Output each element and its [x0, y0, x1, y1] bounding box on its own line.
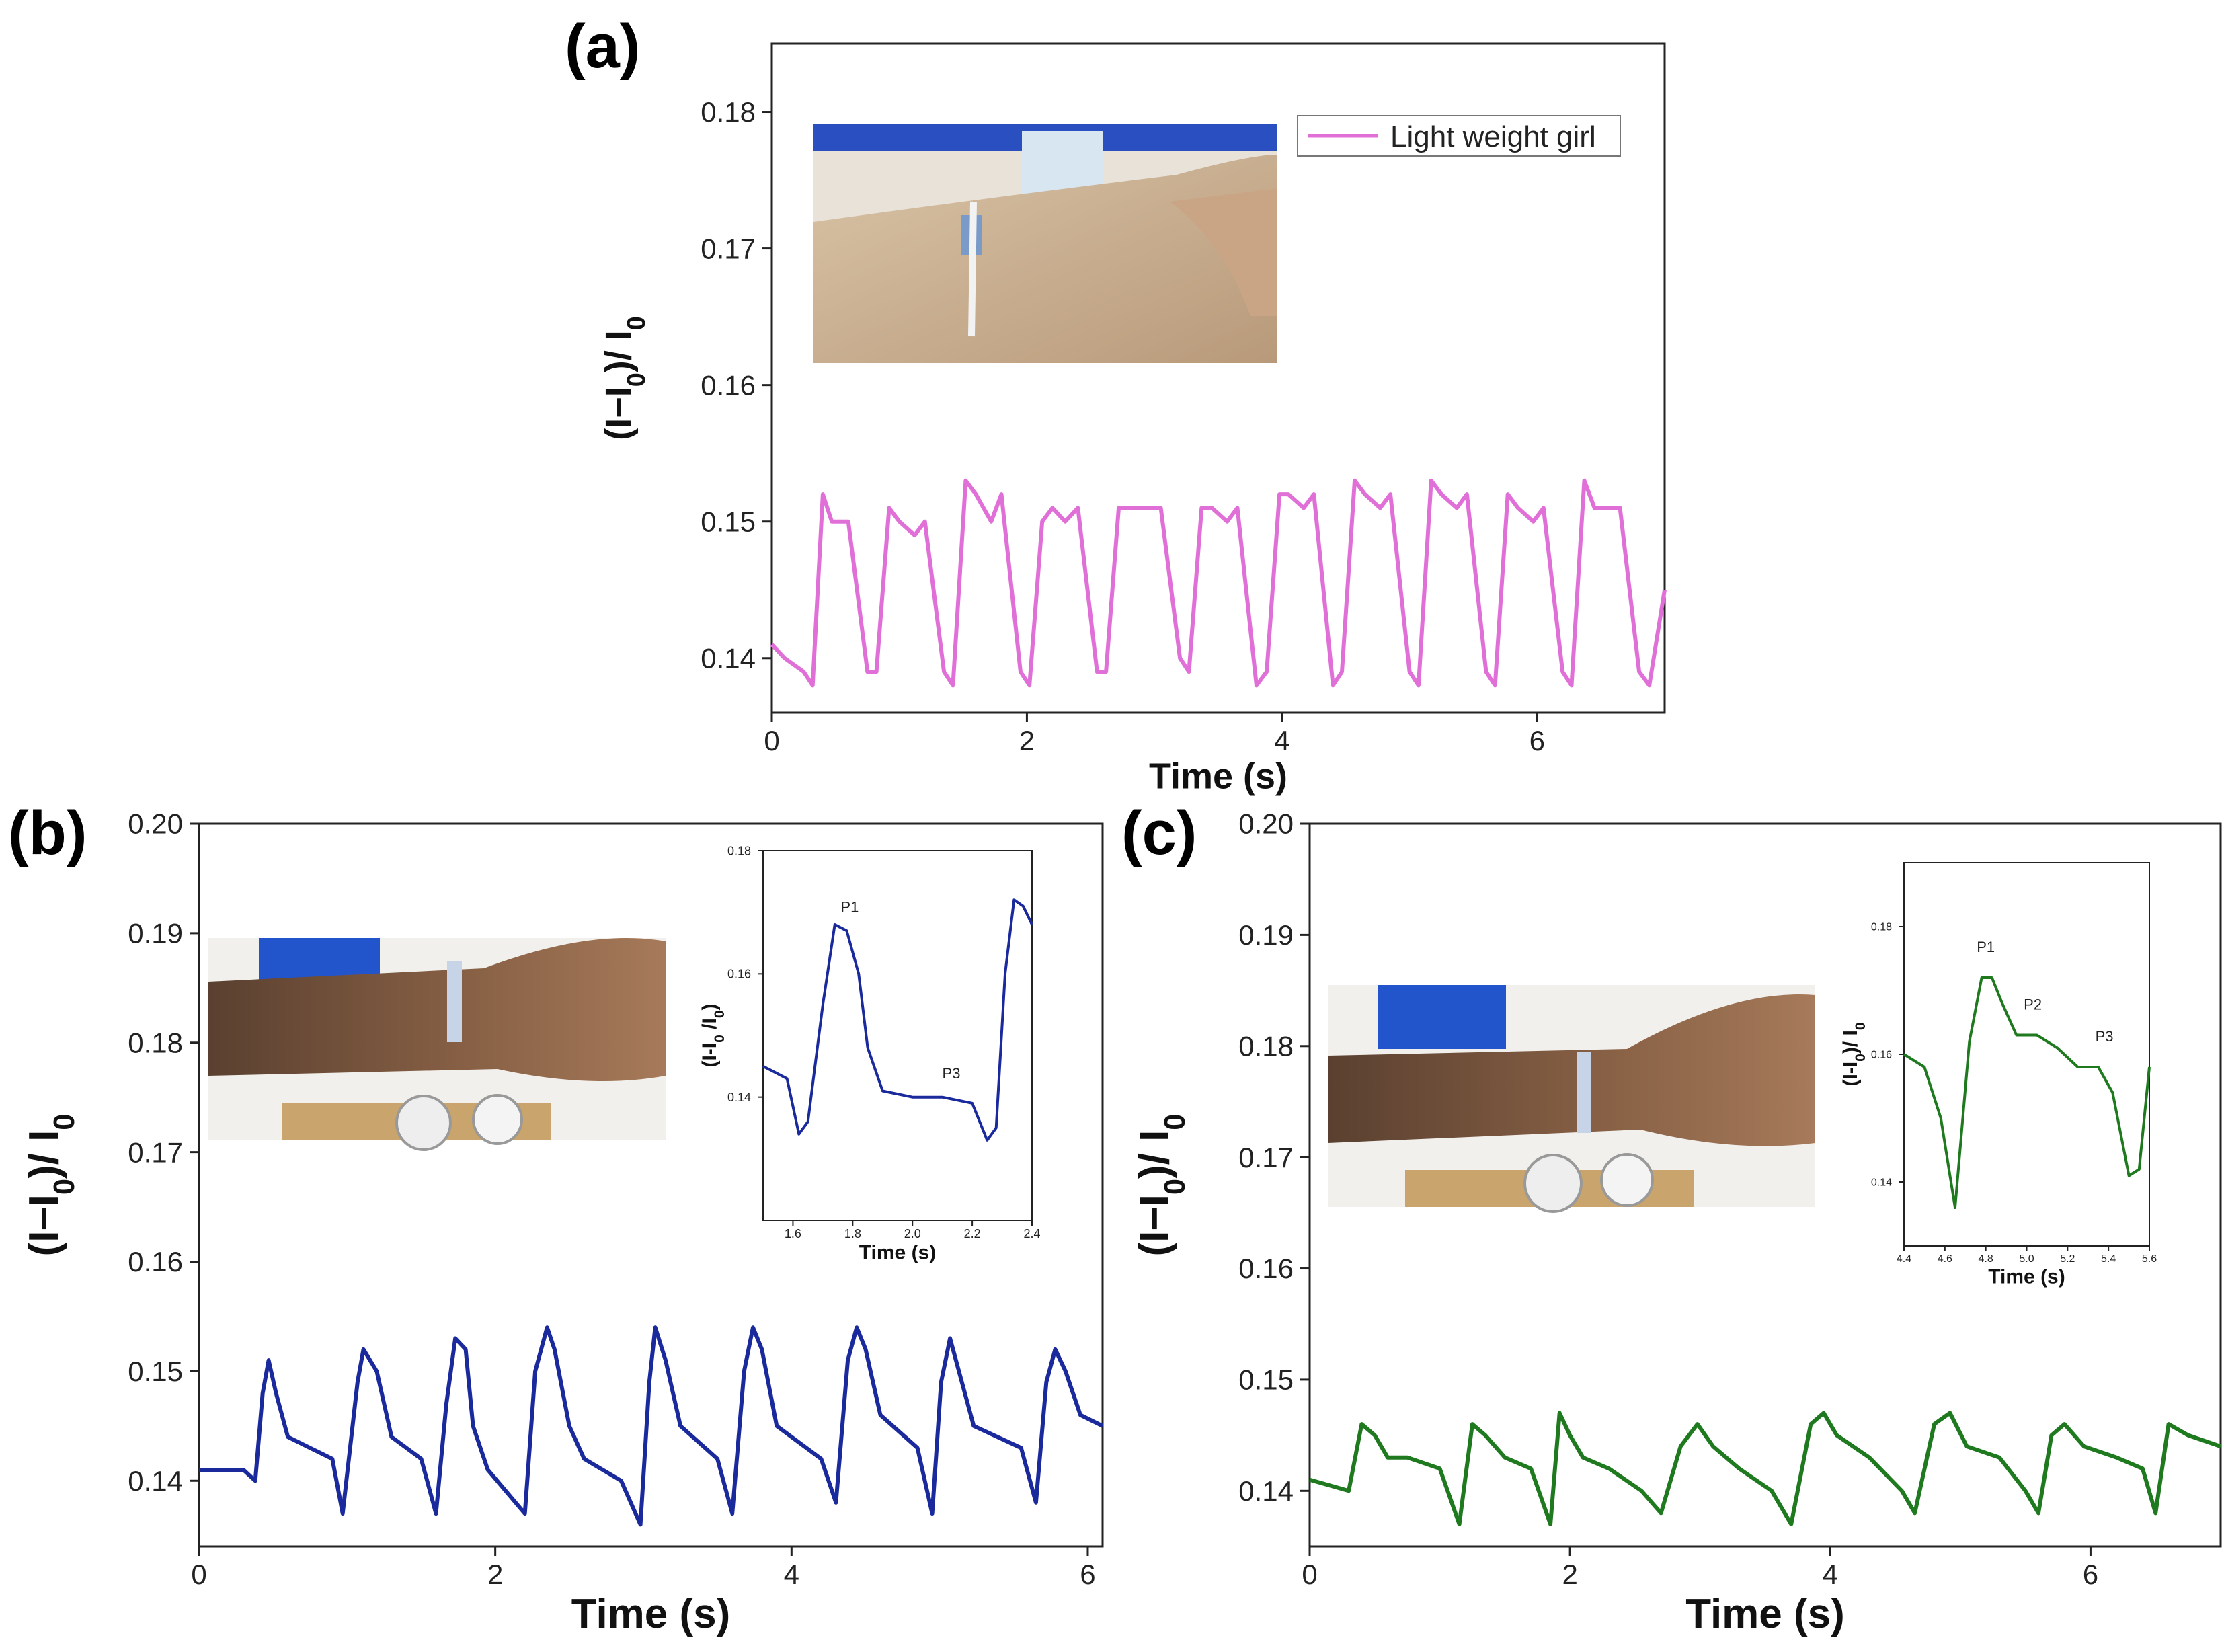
- panel-b-x-tick-label: 2: [487, 1559, 503, 1590]
- panel-b-inset-y-axis-label: (I-I0 /I0): [699, 1003, 727, 1067]
- panel-b-inset-x-axis-label: Time (s): [859, 1242, 936, 1264]
- panel-b-inset-x-tick-label: 1.6: [785, 1227, 801, 1241]
- panel-b-x-tick-label: 4: [784, 1559, 799, 1590]
- panel-a-x-axis-label: Time (s): [1149, 756, 1287, 797]
- wrist-sensor-photo-c: [1328, 985, 1815, 1213]
- panel-c-y-tick-label: 0.14: [1238, 1475, 1294, 1507]
- panel-b-inset-annotation: P3: [943, 1065, 961, 1082]
- panel-b-x-tick-label: 0: [191, 1559, 206, 1590]
- panel-a-x-tick-label: 0: [764, 725, 779, 756]
- panel-label-a: (a): [565, 12, 640, 81]
- panel-b-x-axis-label: Time (s): [571, 1591, 731, 1637]
- panel-c-inset-x-tick-label: 5.4: [2101, 1253, 2116, 1265]
- panel-b-plot-frame: [198, 822, 1104, 1548]
- panel-c-y-tick-label: 0.19: [1238, 919, 1294, 951]
- panel-b-x-tick-label: 6: [1080, 1559, 1095, 1590]
- panel-c-inset-series-line: [1903, 976, 2151, 1209]
- panel-a-plot-frame: [770, 42, 1666, 714]
- panel-a-series-line: [770, 478, 1667, 688]
- panel-c-plot-frame: [1308, 822, 2222, 1548]
- panel-c-inset-x-tick-label: 5.2: [2060, 1253, 2075, 1265]
- panel-b-inset-x-tick-label: 2.0: [904, 1227, 921, 1241]
- panel-b-inset-y-tick-label: 0.16: [727, 968, 751, 981]
- panel-b-y-tick-label: 0.14: [128, 1465, 183, 1497]
- panel-c-inset-annotation: P2: [2024, 996, 2042, 1013]
- panel-b-plot: 0 2 4 6 0.14 0.15 0.16 0.17 0.18 0.19 0.20 Time (s)…: [21, 808, 1104, 1637]
- panel-c-inset-x-axis-label: Time (s): [1988, 1266, 2065, 1288]
- panel-b-y-tick-label: 0.19: [128, 918, 183, 949]
- panel-a-x-tick-label: 6: [1530, 725, 1545, 756]
- panel-b-y-tick-label: 0.15: [128, 1355, 183, 1387]
- panel-a-y-tick-label: 0.16: [701, 369, 756, 401]
- panel-c-x-tick-label: 2: [1562, 1559, 1577, 1590]
- panel-c-inset-plot: 4.4 4.6 4.8 5.0 5.2 5.4 5.6 0.14 0.16 0.18 Time (s…: [1839, 862, 2157, 1288]
- panel-c-y-tick-label: 0.16: [1238, 1253, 1294, 1284]
- panel-c-inset-annotation: P3: [2096, 1028, 2114, 1045]
- panel-c-inset-plot-frame: [1903, 862, 2150, 1247]
- panel-b-inset-y-tick-label: 0.18: [727, 844, 751, 857]
- panel-c-y-tick-label: 0.17: [1238, 1142, 1294, 1173]
- panel-c-y-tick-label: 0.18: [1238, 1030, 1294, 1062]
- panel-c-inset-y-axis-label: (I-I0)/ I0: [1839, 1022, 1868, 1086]
- panel-c-x-tick-label: 6: [2083, 1559, 2098, 1590]
- wrist-sensor-photo-b: [208, 938, 666, 1151]
- panel-a-y-tick-label: 0.15: [701, 506, 756, 537]
- panel-b-series-line: [199, 1325, 1104, 1527]
- panel-a-y-tick-label: 0.17: [701, 233, 756, 264]
- panel-a-y-tick-label: 0.18: [701, 96, 756, 128]
- legend-a: Light weight girl: [1297, 115, 1621, 157]
- panel-a-x-tick-label: 4: [1274, 725, 1289, 756]
- panel-b-inset-plot: 1.6 1.8 2.0 2.2 2.4 0.14 0.16 0.18 Time (s) (I-I0…: [699, 844, 1041, 1263]
- panel-b-inset-x-tick-label: 1.8: [844, 1227, 861, 1241]
- panel-c-x-tick-label: 4: [1823, 1559, 1838, 1590]
- panel-c-inset-x-tick-label: 5.0: [2019, 1253, 2034, 1265]
- panel-c-x-tick-label: 0: [1302, 1559, 1317, 1590]
- panel-c-series-line: [1309, 1411, 2221, 1526]
- panel-b-inset-x-tick-label: 2.4: [1023, 1227, 1040, 1241]
- panel-b-y-tick-label: 0.20: [128, 808, 183, 840]
- panel-a-plot: 0 2 4 6 0.14 0.15 0.16 0.17 0.18 Time (s) (I−I0)/ …: [598, 42, 1667, 797]
- panel-c-inset-x-tick-label: 5.6: [2142, 1253, 2157, 1265]
- panel-c-inset-y-tick-label: 0.14: [1871, 1177, 1892, 1189]
- panel-b-y-tick-label: 0.16: [128, 1246, 183, 1277]
- panel-c-inset-x-tick-label: 4.6: [1938, 1253, 1952, 1265]
- panel-c-inset-y-tick-label: 0.18: [1871, 922, 1892, 933]
- panel-b-inset-plot-frame: [762, 850, 1033, 1221]
- panel-c-y-axis-label: (I−I0)/ I0: [1131, 1114, 1191, 1257]
- panel-c-y-tick-label: 0.15: [1238, 1364, 1294, 1396]
- panel-b-inset-y-tick-label: 0.14: [727, 1091, 751, 1104]
- wrist-sensor-photo-a: [813, 124, 1277, 363]
- panel-b-y-axis-label: (I−I0)/ I0: [21, 1114, 81, 1257]
- panel-label-c: (c): [1121, 799, 1197, 867]
- panel-label-b: (b): [8, 799, 87, 867]
- panel-a-x-tick-label: 2: [1019, 725, 1035, 756]
- panel-b-inset-x-tick-label: 2.2: [964, 1227, 981, 1241]
- panel-c-inset-x-tick-label: 4.4: [1897, 1253, 1911, 1265]
- panel-c-inset-annotation: P1: [1977, 939, 1995, 955]
- panel-c-x-axis-label: Time (s): [1685, 1591, 1845, 1637]
- panel-c-inset-x-tick-label: 4.8: [1979, 1253, 1993, 1265]
- panel-a-y-axis-label: (I−I0)/ I0: [598, 316, 651, 440]
- panel-c-plot: 0 2 4 6 0.14 0.15 0.16 0.17 0.18 0.19 0.20 Time (s)…: [1131, 808, 2222, 1637]
- legend-entry: Light weight girl: [1390, 120, 1596, 153]
- panel-c-y-tick-label: 0.20: [1238, 808, 1294, 840]
- panel-c-inset-y-tick-label: 0.16: [1871, 1050, 1892, 1061]
- panel-b-inset-series-line: [762, 898, 1033, 1142]
- panel-b-y-tick-label: 0.17: [128, 1136, 183, 1168]
- panel-b-y-tick-label: 0.18: [128, 1027, 183, 1058]
- panel-b-inset-annotation: P1: [840, 899, 859, 916]
- panel-a-y-tick-label: 0.14: [701, 642, 756, 674]
